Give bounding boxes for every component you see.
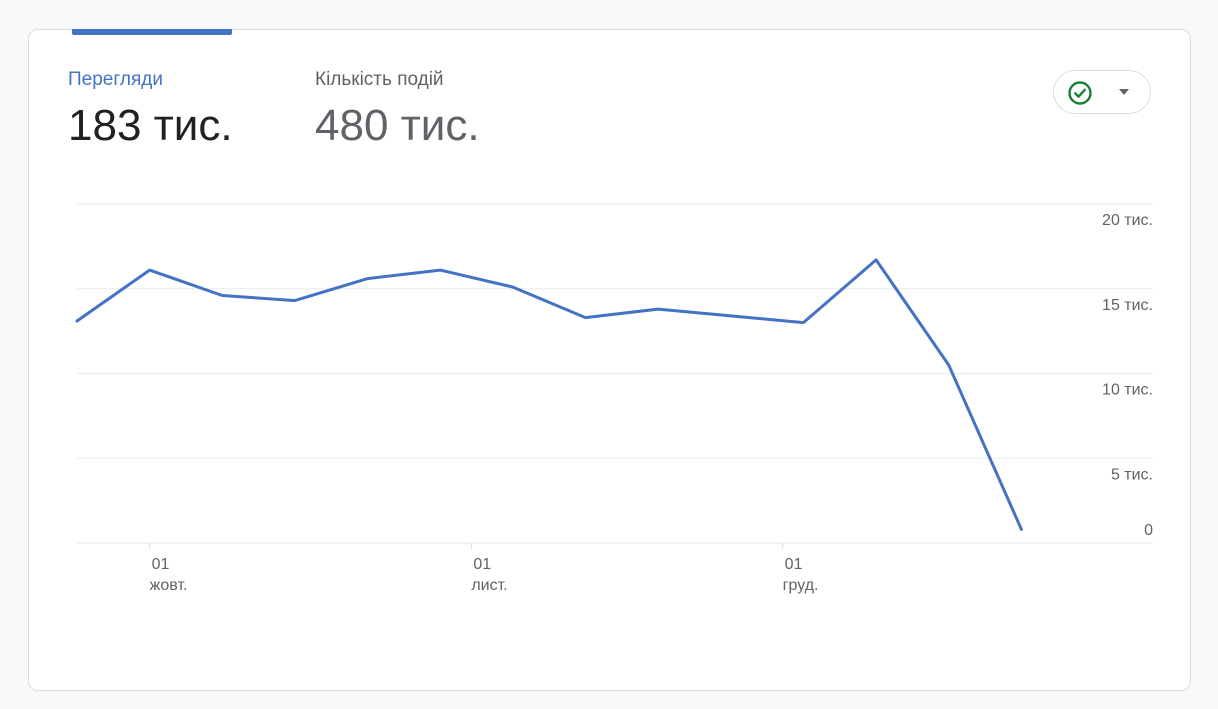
x-tick-day: 01 <box>473 556 491 573</box>
series-line-views <box>75 258 1023 531</box>
x-tick-month: лист. <box>471 577 507 594</box>
active-tab-indicator <box>72 29 232 35</box>
chart-gridlines <box>77 203 1153 544</box>
tab-event-count[interactable]: Кількість подій 480 тис. <box>315 68 480 152</box>
y-tick-label: 15 тис. <box>1102 297 1153 314</box>
tab-event-count-value: 480 тис. <box>315 101 480 150</box>
check-circle-icon <box>1068 81 1092 105</box>
y-tick-label: 5 тис. <box>1111 466 1153 483</box>
caret-down-icon <box>1119 89 1129 95</box>
status-dropdown-button[interactable] <box>1053 70 1151 114</box>
y-tick-label: 0 <box>1144 522 1153 539</box>
x-tick-day: 01 <box>785 556 803 573</box>
chart-series <box>75 258 1023 531</box>
tab-views-label: Перегляди <box>68 69 163 90</box>
y-axis-ticks: 20 тис. 15 тис. 10 тис. 5 тис. 0 <box>1102 212 1153 539</box>
x-tick-month: жовт. <box>150 577 188 594</box>
tab-event-count-label: Кількість подій <box>315 69 444 90</box>
chart-card <box>28 29 1191 691</box>
x-tick-month: груд. <box>783 577 819 594</box>
y-tick-label: 10 тис. <box>1102 382 1153 399</box>
tab-views-value: 183 тис. <box>68 101 233 150</box>
y-tick-label: 20 тис. <box>1102 212 1153 229</box>
x-axis-ticks: 01 жовт. 01 лист. 01 груд. <box>149 543 819 594</box>
x-tick-day: 01 <box>152 556 170 573</box>
tab-views[interactable]: Перегляди 183 тис. <box>68 68 233 152</box>
